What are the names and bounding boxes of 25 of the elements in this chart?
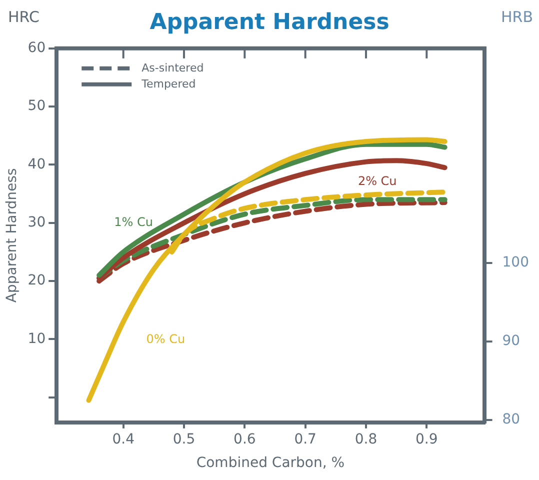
annotation: Tempered [140,77,196,90]
series-label: 2% Cu [358,174,397,188]
y-tick-label: 20 [28,272,46,289]
y-tick-label: 50 [28,98,46,114]
x-axis-title: Combined Carbon, % [196,455,345,472]
annotation: As-sintered [142,61,204,74]
chart-title: Apparent Hardness [150,10,390,35]
series-label: 1% Cu [114,215,154,230]
y2-axis-title: HRB [501,8,533,26]
y2-tick-label: 80 [502,412,520,428]
y-tick-label: 10 [28,330,46,347]
y-tick-label: 30 [28,214,46,231]
y-tick-label: 60 [28,40,46,56]
text: HRC [8,8,40,26]
y2-tick-label: 100 [502,254,530,271]
x-tick-label: 0.8 [354,431,378,448]
x-tick-label: 0.7 [294,431,316,448]
y2-tick-label: 90 [502,333,520,350]
y-axis-title: Apparent Hardness [4,168,20,303]
x-tick-label: 0.9 [416,431,438,448]
x-tick-label: 0.4 [112,431,135,448]
y-tick-label: 40 [28,156,46,172]
x-tick-label: 0.5 [172,431,196,448]
x-tick-label: 0.6 [234,431,256,448]
text: 0% Cu [146,332,186,346]
